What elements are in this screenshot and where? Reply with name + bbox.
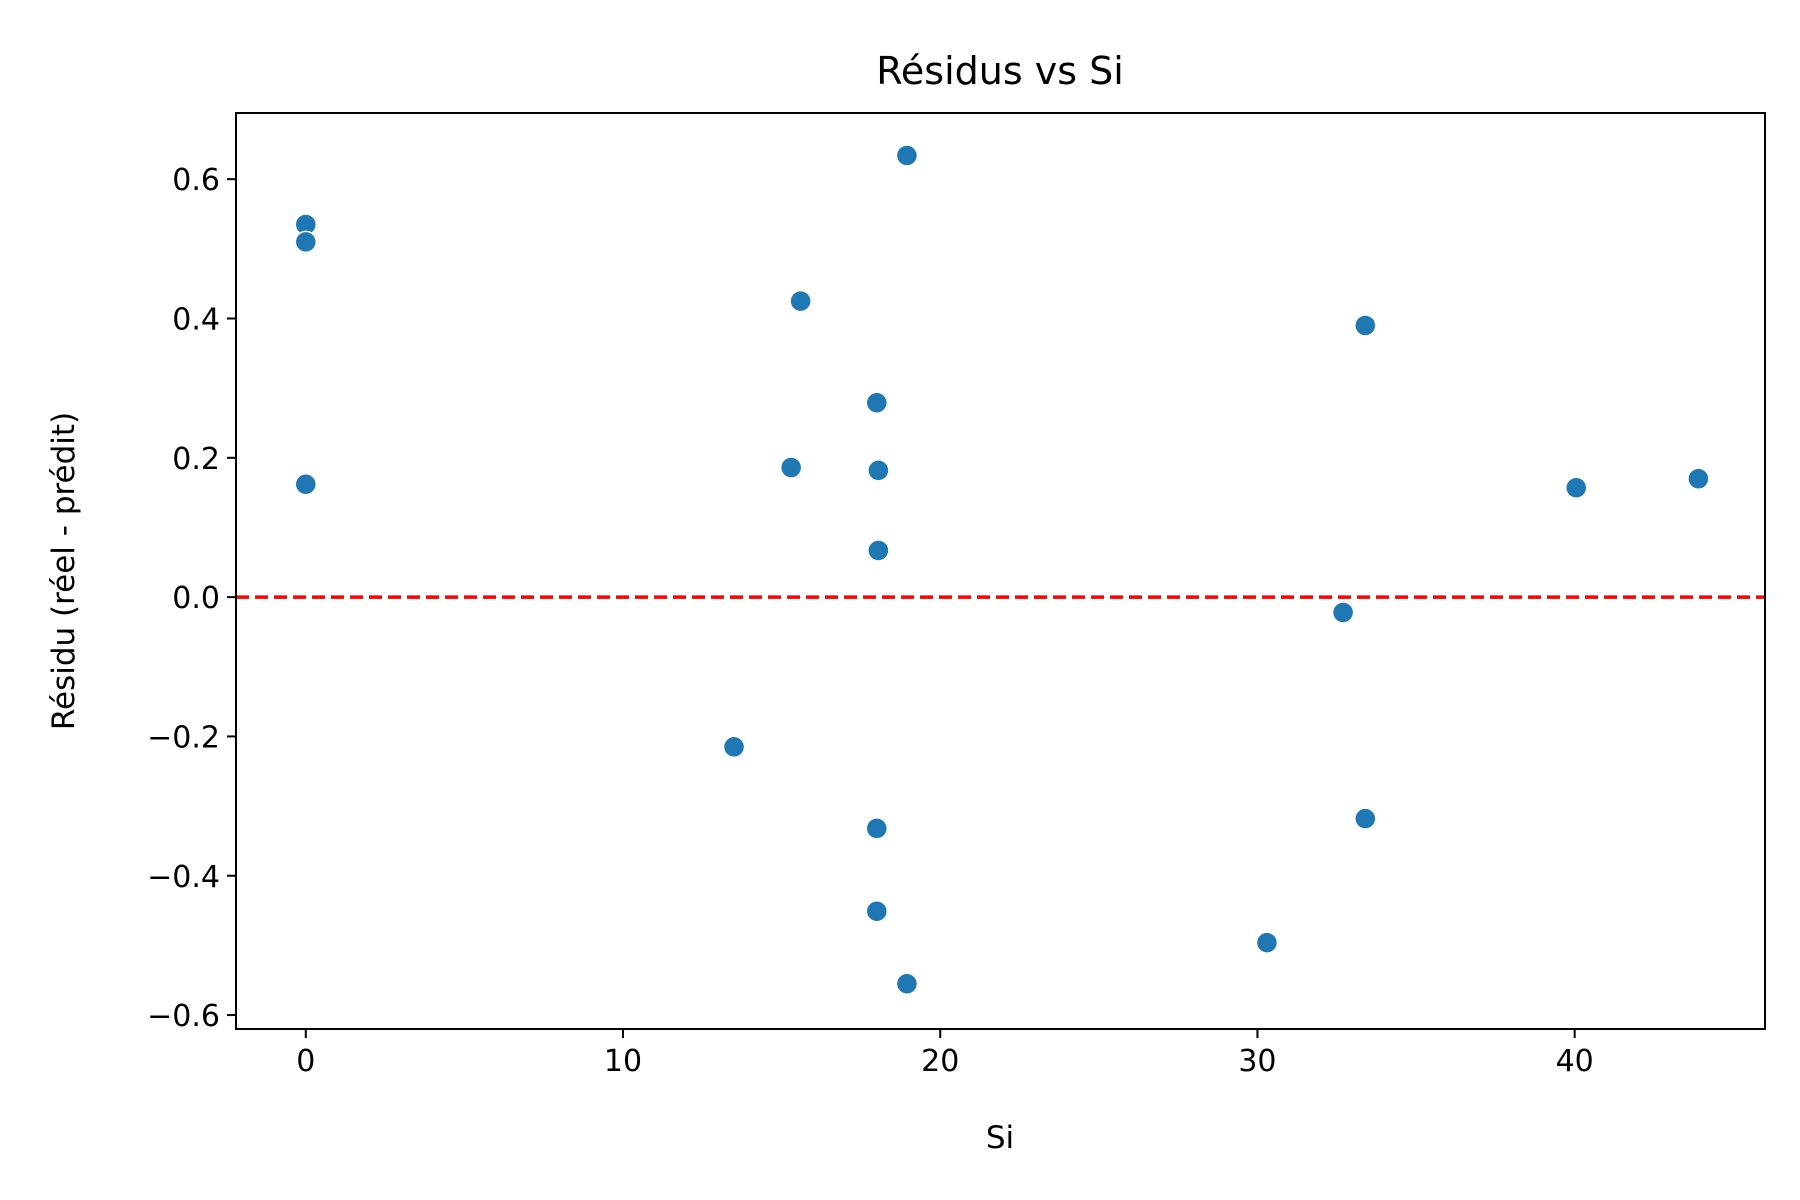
data-point (294, 230, 318, 254)
y-tick-label: 0.6 (172, 163, 220, 198)
data-point (1255, 931, 1279, 954)
y-tick-label: 0.4 (172, 302, 220, 337)
data-point (1354, 314, 1377, 337)
x-tick-label: 30 (1238, 1044, 1276, 1079)
x-tick-label: 40 (1556, 1044, 1594, 1079)
x-tick-label: 20 (921, 1044, 959, 1079)
data-point (865, 391, 889, 415)
plot-frame (235, 112, 1766, 1030)
x-tick-label: 0 (296, 1044, 315, 1079)
data-point (895, 972, 919, 995)
data-point (294, 473, 318, 496)
data-point (1687, 467, 1710, 490)
data-point (1354, 807, 1377, 830)
data-point (867, 539, 890, 562)
x-tick-label: 10 (604, 1044, 642, 1079)
y-tick-label: −0.2 (147, 720, 220, 755)
data-point (895, 144, 919, 167)
plot-area (236, 144, 1765, 995)
data-point (1565, 476, 1588, 500)
y-tick-label: −0.4 (147, 860, 220, 895)
data-point (779, 456, 803, 479)
data-point (865, 900, 889, 923)
data-point (867, 459, 890, 482)
y-tick-label: −0.6 (147, 999, 220, 1034)
chart-title: Résidus vs Si (876, 49, 1124, 93)
y-tick-label: 0.2 (172, 442, 220, 477)
data-point (865, 817, 889, 840)
data-point (1331, 601, 1355, 624)
x-axis-label: Si (986, 1120, 1014, 1156)
x-axis: 0 10 20 30 40 (296, 1029, 1594, 1079)
y-tick-label: 0.0 (172, 581, 220, 616)
y-axis: −0.6 −0.4 −0.2 0.0 0.2 0.4 0.6 (147, 163, 236, 1034)
data-point (722, 735, 746, 759)
data-point (789, 289, 812, 313)
y-axis-label: Résidu (réel - prédit) (46, 412, 82, 730)
